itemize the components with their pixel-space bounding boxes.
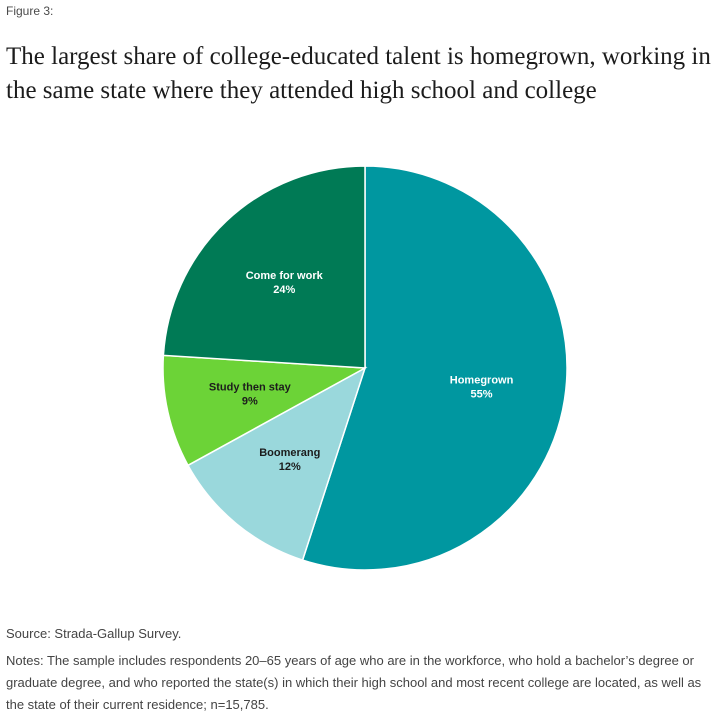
pie-chart: Homegrown 55% Boomerang 12% Study then stay 9…	[162, 165, 568, 571]
slice-value-come-for-work: 24%	[273, 284, 295, 296]
slice-boomerang	[186, 366, 367, 562]
source-note: Source: Strada-Gallup Survey.	[6, 626, 182, 641]
slice-value-boomerang: 12%	[279, 461, 301, 473]
slice-homegrown	[301, 165, 568, 571]
chart-title: The largest share of college-educated ta…	[6, 43, 711, 104]
figure-label: Figure 3:	[6, 4, 54, 18]
slice-label-come-for-work: Come for work	[246, 270, 324, 282]
slice-value-homegrown: 55%	[471, 388, 493, 400]
slice-label-boomerang: Boomerang	[259, 447, 320, 459]
pie-labels: Homegrown 55% Boomerang 12% Study then stay 9…	[209, 270, 514, 473]
slice-come-for-work	[162, 165, 366, 369]
notes-text: Notes: The sample includes respondents 2…	[6, 653, 702, 712]
slice-value-study-then-stay: 9%	[242, 396, 258, 408]
slice-label-study-then-stay: Study then stay	[209, 382, 292, 394]
slice-study-then-stay	[162, 354, 368, 467]
slice-label-homegrown: Homegrown	[450, 374, 514, 386]
pie-slices	[162, 165, 568, 571]
